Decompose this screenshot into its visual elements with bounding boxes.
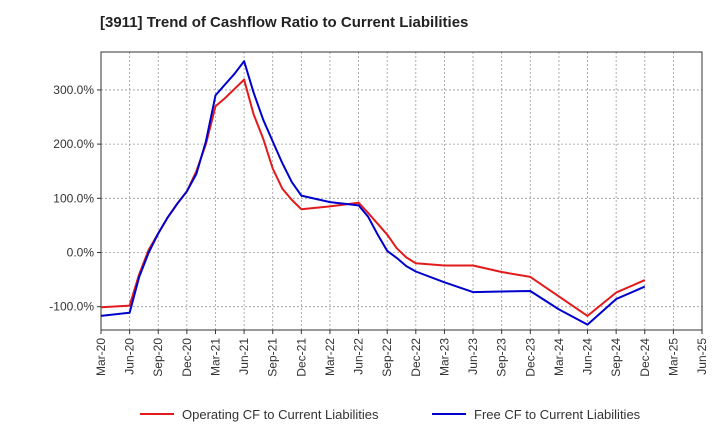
y-tick-label: 300.0% <box>53 83 94 97</box>
y-tick-label: 100.0% <box>53 191 94 205</box>
x-tick-label: Dec-20 <box>180 338 194 377</box>
x-tick-label: Jun-25 <box>695 338 709 375</box>
x-tick-label: Jun-24 <box>581 338 595 375</box>
x-tick-label: Jun-20 <box>123 338 137 375</box>
x-tick-label: Dec-22 <box>409 338 423 377</box>
x-tick-label: Jun-22 <box>352 338 366 375</box>
x-tick-label: Mar-23 <box>437 338 451 376</box>
plot-border <box>100 51 703 331</box>
x-tick-label: Sep-21 <box>266 338 280 377</box>
x-tick-label: Sep-22 <box>380 338 394 377</box>
x-tick-label: Dec-24 <box>638 338 652 377</box>
x-tick-label: Mar-21 <box>208 338 222 376</box>
legend-label: Operating CF to Current Liabilities <box>182 407 379 422</box>
x-tick-label: Mar-20 <box>94 338 108 376</box>
x-tick-label: Dec-21 <box>294 338 308 377</box>
x-tick-label: Jun-21 <box>237 338 251 375</box>
y-tick-label: 200.0% <box>53 137 94 151</box>
x-tick-label: Mar-25 <box>666 338 680 376</box>
legend-label: Free CF to Current Liabilities <box>474 407 641 422</box>
x-tick-label: Mar-24 <box>552 338 566 376</box>
y-tick-label: 0.0% <box>67 246 95 260</box>
x-tick-label: Sep-20 <box>151 338 165 377</box>
x-tick-label: Mar-22 <box>323 338 337 376</box>
x-tick-label: Jun-23 <box>466 338 480 375</box>
plot-area <box>101 52 702 330</box>
chart-title: [3911] Trend of Cashflow Ratio to Curren… <box>100 14 469 31</box>
x-tick-label: Sep-24 <box>609 338 623 377</box>
x-tick-label: Dec-23 <box>523 338 537 377</box>
y-tick-label: -100.0% <box>49 300 94 314</box>
x-tick-label: Sep-23 <box>495 338 509 377</box>
series-line-free-cf <box>100 60 646 326</box>
